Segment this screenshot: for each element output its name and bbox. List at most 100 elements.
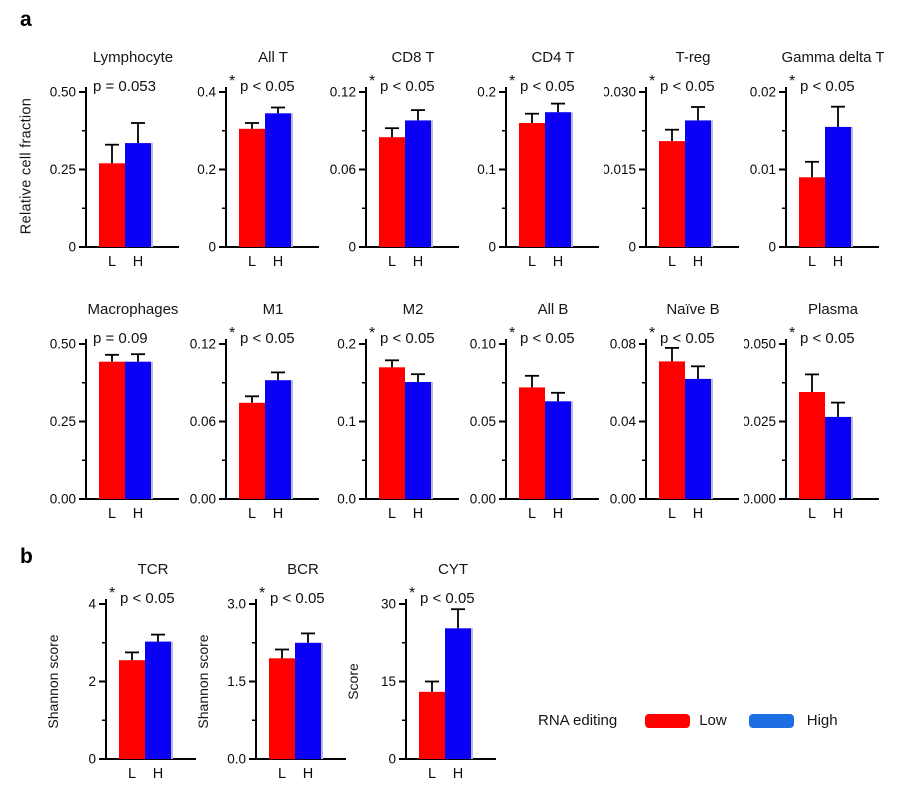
x-category-label: H xyxy=(553,506,563,522)
y-axis-label: Score xyxy=(346,663,361,700)
bar-high xyxy=(685,120,711,247)
p-value-label: p < 0.05 xyxy=(270,590,325,607)
y-tick-label: 0 xyxy=(388,752,396,767)
bar-low xyxy=(799,392,825,499)
x-category-label: H xyxy=(273,506,283,522)
y-tick-label: 0.00 xyxy=(610,492,636,507)
chart-title: CD8 T xyxy=(391,49,434,66)
y-tick-label: 0.2 xyxy=(197,162,216,177)
significance-star: * xyxy=(649,73,655,90)
chart-svg-tcr: TCR * p < 0.05 Shannon score 0 2 4 L H xyxy=(45,561,199,782)
y-tick-label: 0.00 xyxy=(190,492,216,507)
p-value-label: p < 0.05 xyxy=(520,330,575,347)
x-category-label: L xyxy=(128,766,136,782)
significance-star: * xyxy=(109,585,115,602)
y-tick-label: 0 xyxy=(208,240,216,255)
x-category-label: L xyxy=(108,506,116,522)
chart-m2: M2 * p < 0.05 0.0 0.1 0.2 L H xyxy=(324,296,464,533)
x-category-label: H xyxy=(553,254,563,270)
bar-low xyxy=(119,660,145,759)
chart-title: Lymphocyte xyxy=(93,49,173,66)
bar-low xyxy=(659,361,685,499)
bar-high xyxy=(685,378,711,499)
y-tick-label: 0.0 xyxy=(337,492,356,507)
chart-svg-m1: M1 * p < 0.05 0.00 0.06 0.12 L H xyxy=(190,301,319,522)
chart-title: BCR xyxy=(287,561,319,578)
x-category-label: H xyxy=(303,766,313,782)
x-category-label: H xyxy=(833,254,843,270)
chart-svg-cd8-t: CD8 T * p < 0.05 0 0.06 0.12 L H xyxy=(330,49,459,270)
significance-star: * xyxy=(509,325,515,342)
chart-macrophages: Macrophages p = 0.09 0.00 0.25 0.50 L H xyxy=(44,296,184,533)
x-category-label: L xyxy=(808,506,816,522)
y-tick-label: 0.0 xyxy=(227,752,246,767)
chart-title: M2 xyxy=(403,301,424,318)
y-tick-label: 0.25 xyxy=(50,162,76,177)
x-category-label: L xyxy=(528,506,536,522)
chart-title: M1 xyxy=(263,301,284,318)
p-value-label: p < 0.05 xyxy=(240,78,295,95)
chart-t-reg: T-reg * p < 0.05 0 0.015 0.030 L H xyxy=(602,44,744,281)
bar-low xyxy=(99,361,125,499)
x-category-label: L xyxy=(668,254,676,270)
chart-title: All B xyxy=(538,301,569,318)
y-tick-label: 0.00 xyxy=(470,492,496,507)
y-tick-label: 3.0 xyxy=(227,597,246,612)
y-tick-label: 0.1 xyxy=(337,414,356,429)
y-axis-label: Shannon score xyxy=(196,634,211,728)
legend-swatch-low xyxy=(645,713,691,728)
chart-svg-m2: M2 * p < 0.05 0.0 0.1 0.2 L H xyxy=(337,301,459,522)
legend-swatch-high xyxy=(748,713,794,728)
chart-bcr: BCR * p < 0.05 Shannon score 0.0 1.5 3.0 L H xyxy=(195,556,349,789)
y-tick-label: 0.04 xyxy=(610,414,637,429)
significance-star: * xyxy=(409,585,415,602)
chart-svg-cyt: CYT * p < 0.05 Score 0 15 30 L H xyxy=(345,561,499,782)
chart-svg-all-b: All B * p < 0.05 0.00 0.05 0.10 L H xyxy=(470,301,599,522)
legend-label-low: Low xyxy=(699,712,727,729)
bar-high xyxy=(445,628,471,759)
p-value-label: p < 0.05 xyxy=(120,590,175,607)
y-axis-label: Shannon score xyxy=(46,634,61,728)
y-tick-label: 0.025 xyxy=(744,414,776,429)
bar-low xyxy=(519,123,545,247)
chart-row-2: Macrophages p = 0.09 0.00 0.25 0.50 L H M1 * p < … xyxy=(44,296,884,533)
chart-title: Plasma xyxy=(808,301,859,318)
x-category-label: H xyxy=(413,506,423,522)
chart-title: Naïve B xyxy=(666,301,719,318)
panel-label-b: b xyxy=(20,545,33,568)
bar-high xyxy=(125,361,151,499)
y-tick-label: 0 xyxy=(348,240,356,255)
chart-svg-na-ve-b: Naïve B * p < 0.05 0.00 0.04 0.08 L H xyxy=(610,301,739,522)
chart-svg-macrophages: Macrophages p = 0.09 0.00 0.25 0.50 L H xyxy=(50,301,179,522)
y-tick-label: 0.08 xyxy=(610,337,636,352)
x-category-label: L xyxy=(668,506,676,522)
x-category-label: H xyxy=(833,506,843,522)
y-tick-label: 0.12 xyxy=(330,85,356,100)
bar-high xyxy=(545,401,571,499)
y-tick-label: 0.2 xyxy=(337,337,356,352)
chart-all-t: All T * p < 0.05 0 0.2 0.4 L H xyxy=(184,44,324,281)
chart-cd8-t: CD8 T * p < 0.05 0 0.06 0.12 L H xyxy=(324,44,464,281)
chart-gamma-delta-t: Gamma delta T * p < 0.05 0 0.01 0.02 L H xyxy=(744,44,885,281)
bar-high xyxy=(405,382,431,499)
chart-svg-cd4-t: CD4 T * p < 0.05 0 0.1 0.2 L H xyxy=(477,49,599,270)
significance-star: * xyxy=(259,585,265,602)
x-category-label: L xyxy=(248,254,256,270)
y-tick-label: 0.02 xyxy=(750,85,776,100)
chart-svg-t-reg: T-reg * p < 0.05 0 0.015 0.030 L H xyxy=(602,49,739,270)
x-category-label: H xyxy=(133,506,143,522)
y-tick-label: 0.015 xyxy=(604,162,636,177)
y-tick-label: 0.50 xyxy=(50,85,76,100)
legend-label-high: High xyxy=(806,712,838,729)
chart-title: Gamma delta T xyxy=(781,49,884,66)
y-tick-label: 0.01 xyxy=(750,162,776,177)
bar-low xyxy=(379,137,405,247)
chart-lymphocyte: Lymphocyte p = 0.053 0 0.25 0.50 L H xyxy=(44,44,184,281)
y-tick-label: 0.12 xyxy=(190,337,216,352)
y-tick-label: 0 xyxy=(68,240,76,255)
p-value-label: p < 0.05 xyxy=(800,330,855,347)
chart-row-3: TCR * p < 0.05 Shannon score 0 2 4 L H BCR * p < 0.… xyxy=(45,556,499,789)
y-tick-label: 0 xyxy=(768,240,776,255)
p-value-label: p < 0.05 xyxy=(660,78,715,95)
